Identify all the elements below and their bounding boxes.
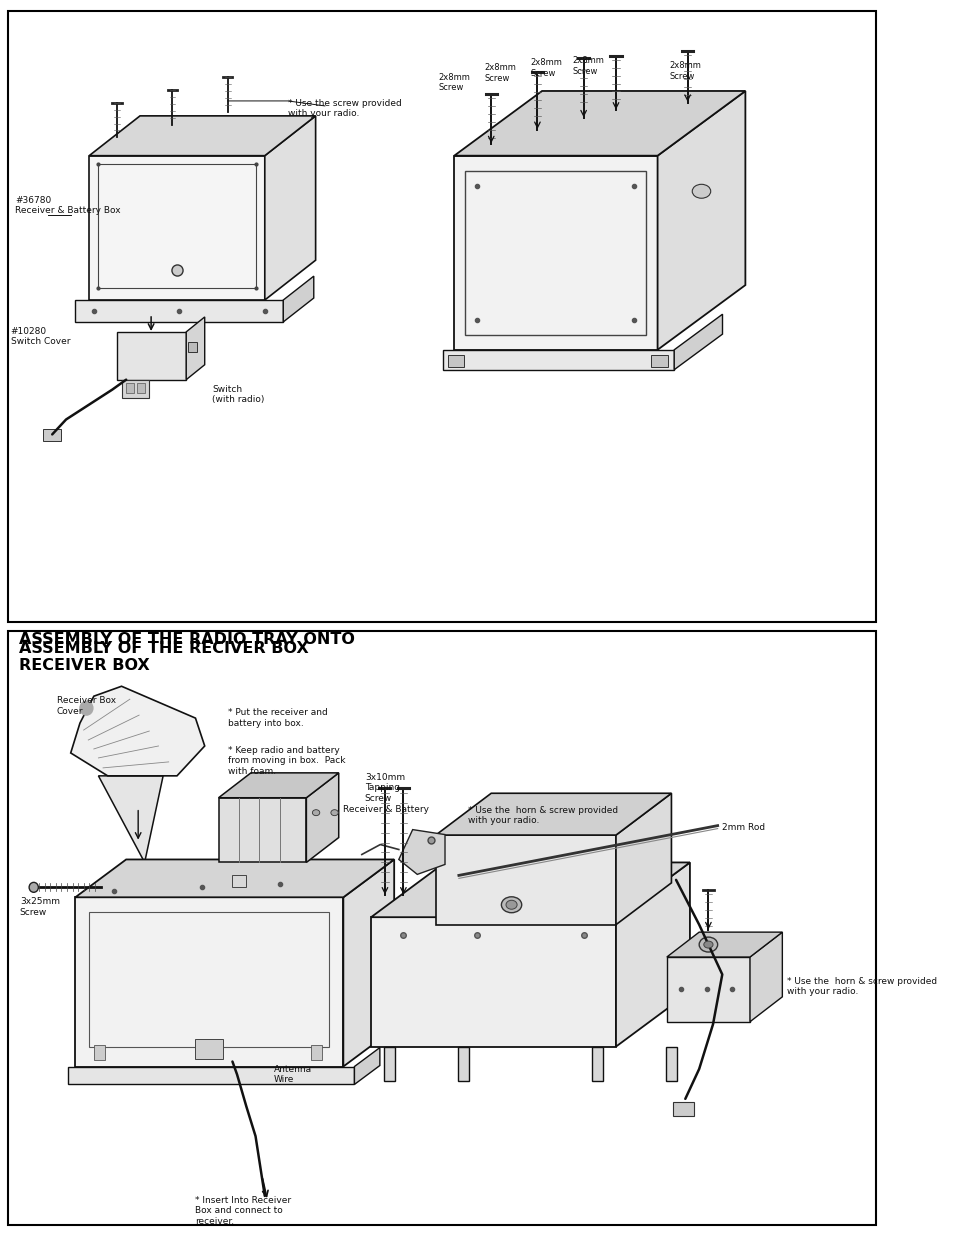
Polygon shape bbox=[657, 91, 744, 350]
Polygon shape bbox=[454, 91, 744, 156]
Text: Receiver Box
Cover: Receiver Box Cover bbox=[57, 697, 116, 715]
Polygon shape bbox=[218, 773, 338, 798]
Bar bbox=[232, 876, 246, 887]
Bar bbox=[89, 156, 265, 300]
Polygon shape bbox=[283, 277, 314, 322]
Polygon shape bbox=[749, 932, 781, 1021]
Ellipse shape bbox=[501, 897, 521, 913]
Bar bbox=[218, 798, 306, 862]
Bar bbox=[117, 332, 186, 379]
Polygon shape bbox=[306, 773, 338, 862]
Polygon shape bbox=[616, 793, 671, 925]
Text: * Use the screw provided
with your radio.: * Use the screw provided with your radio… bbox=[288, 99, 401, 119]
Polygon shape bbox=[71, 687, 205, 776]
Bar bbox=[126, 383, 133, 393]
Bar bbox=[93, 1045, 105, 1060]
Bar bbox=[443, 350, 674, 369]
Text: * Insert Into Receiver
Box and connect to
receiver.: * Insert Into Receiver Box and connect t… bbox=[195, 1195, 292, 1225]
Polygon shape bbox=[666, 932, 781, 957]
Bar bbox=[121, 379, 149, 398]
Bar bbox=[68, 1067, 355, 1084]
Ellipse shape bbox=[699, 937, 717, 952]
Bar bbox=[9, 11, 875, 622]
Polygon shape bbox=[89, 116, 315, 156]
Text: * Keep radio and battery
from moving in box.  Pack
with foam.: * Keep radio and battery from moving in … bbox=[228, 746, 345, 776]
Polygon shape bbox=[371, 862, 689, 918]
Ellipse shape bbox=[692, 184, 710, 199]
Bar bbox=[188, 342, 197, 352]
Bar bbox=[457, 1046, 469, 1082]
Ellipse shape bbox=[703, 941, 712, 948]
Polygon shape bbox=[398, 830, 444, 874]
Polygon shape bbox=[355, 1047, 379, 1084]
Ellipse shape bbox=[505, 900, 517, 909]
Text: 2x8mm
Screw: 2x8mm Screw bbox=[572, 56, 603, 75]
Bar bbox=[454, 156, 657, 350]
Bar bbox=[592, 1046, 602, 1082]
Text: 2mm Rod: 2mm Rod bbox=[721, 823, 764, 831]
Text: #10280
Switch Cover: #10280 Switch Cover bbox=[10, 327, 71, 346]
Text: * Put the receiver and
battery into box.: * Put the receiver and battery into box. bbox=[228, 708, 327, 727]
Bar bbox=[43, 430, 61, 441]
Text: 2x8mm
Screw: 2x8mm Screw bbox=[530, 58, 562, 78]
Bar bbox=[311, 1045, 322, 1060]
Text: 2x8mm
Screw: 2x8mm Screw bbox=[669, 61, 700, 80]
Bar bbox=[465, 170, 646, 335]
Ellipse shape bbox=[331, 810, 338, 815]
Polygon shape bbox=[436, 793, 671, 835]
Polygon shape bbox=[343, 860, 394, 1067]
Polygon shape bbox=[674, 314, 721, 369]
Text: ASSEMBLY OF THE RECIVER BOX: ASSEMBLY OF THE RECIVER BOX bbox=[19, 641, 309, 656]
Bar bbox=[137, 383, 145, 393]
Polygon shape bbox=[98, 776, 163, 862]
Text: #36780
Receiver & Battery Box: #36780 Receiver & Battery Box bbox=[15, 195, 121, 215]
Polygon shape bbox=[75, 860, 394, 898]
Bar bbox=[9, 631, 875, 1225]
Polygon shape bbox=[186, 317, 205, 379]
Bar bbox=[89, 913, 329, 1046]
Bar bbox=[75, 898, 343, 1067]
Ellipse shape bbox=[30, 882, 38, 893]
Text: Switch
(with radio): Switch (with radio) bbox=[212, 384, 264, 404]
Bar bbox=[673, 1102, 693, 1115]
Bar bbox=[371, 918, 616, 1046]
Bar bbox=[436, 835, 616, 925]
Polygon shape bbox=[265, 116, 315, 300]
Bar bbox=[447, 354, 464, 367]
Text: RECEIVER BOX: RECEIVER BOX bbox=[19, 658, 150, 673]
Ellipse shape bbox=[312, 810, 319, 815]
Bar bbox=[651, 354, 667, 367]
Circle shape bbox=[80, 701, 92, 715]
Bar bbox=[384, 1046, 395, 1082]
Bar bbox=[98, 164, 255, 288]
Text: 3x10mm
Tapping
Screw: 3x10mm Tapping Screw bbox=[364, 773, 405, 803]
Bar bbox=[666, 957, 749, 1021]
Text: 2x8mm
Screw: 2x8mm Screw bbox=[484, 63, 516, 83]
Text: ASSEMBLY OF THE RADIO TRAY ONTO: ASSEMBLY OF THE RADIO TRAY ONTO bbox=[19, 632, 355, 647]
Text: 3x25mm
Screw: 3x25mm Screw bbox=[20, 898, 60, 916]
Text: 2x8mm
Screw: 2x8mm Screw bbox=[437, 73, 470, 93]
Text: Receiver & Battery: Receiver & Battery bbox=[343, 805, 429, 814]
Bar bbox=[75, 300, 283, 322]
Text: * Use the  horn & screw provided
with your radio.: * Use the horn & screw provided with you… bbox=[468, 805, 618, 825]
Text: * Use the  horn & screw provided
with your radio.: * Use the horn & screw provided with you… bbox=[786, 977, 936, 997]
Bar bbox=[665, 1046, 677, 1082]
Polygon shape bbox=[616, 862, 689, 1046]
Bar bbox=[195, 1039, 223, 1058]
Text: Antenna
Wire: Antenna Wire bbox=[274, 1065, 312, 1084]
